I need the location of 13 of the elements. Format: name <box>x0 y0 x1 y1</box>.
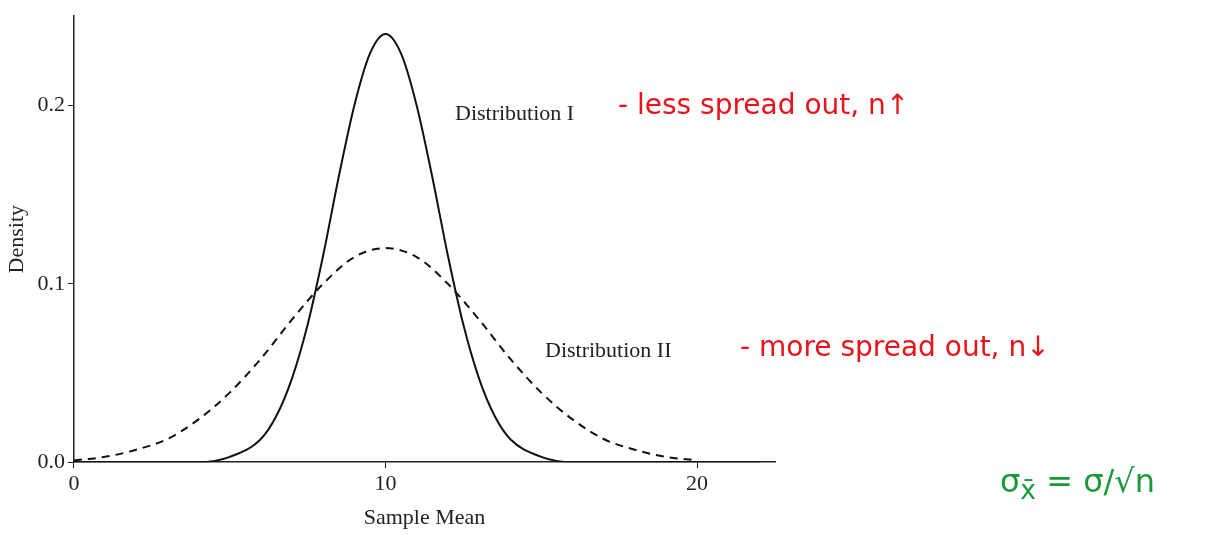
annotation: Distribution II <box>545 337 672 363</box>
x-tick-label: 0 <box>68 470 80 496</box>
y-tick-label: 0.0 <box>37 447 65 473</box>
annotation: - more spread out, n↓ <box>740 330 1050 363</box>
x-tick-label: 10 <box>374 470 397 496</box>
y-tick-label: 0.1 <box>37 269 65 295</box>
x-tick-label: 20 <box>686 470 709 496</box>
x-axis-title: Sample Mean <box>363 503 486 529</box>
annotation: Distribution I <box>455 100 575 126</box>
y-tick-label: 0.2 <box>37 91 65 117</box>
y-axis-title: Density <box>2 204 28 274</box>
text: σ$_{x̄}$ = σ/√n <box>1000 462 1155 506</box>
annotation: - less spread out, n↑ <box>618 88 910 121</box>
